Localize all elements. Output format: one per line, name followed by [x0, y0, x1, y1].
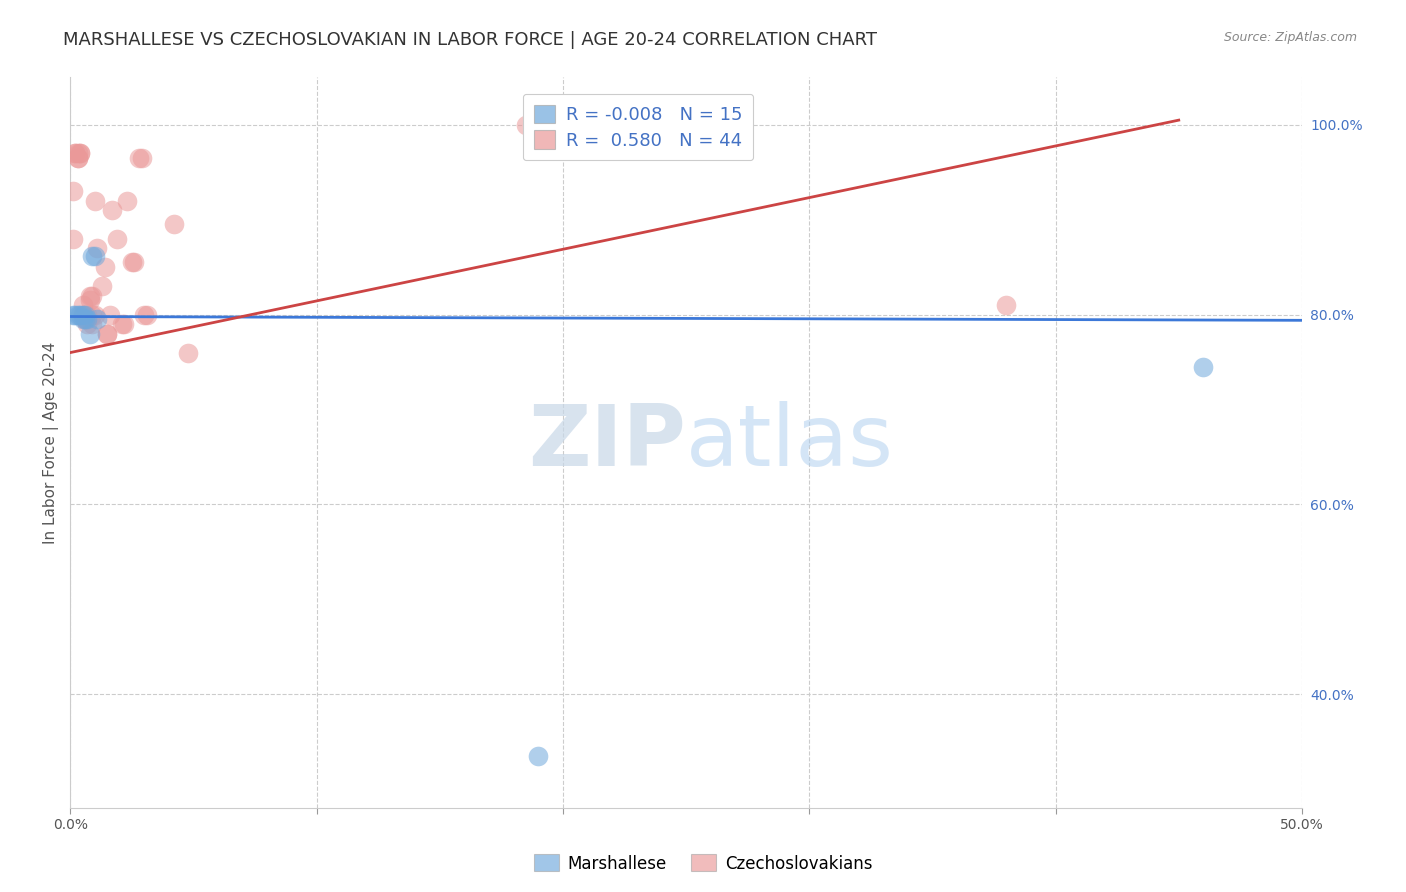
Point: [115, 194, 138, 208]
Point: [73, 308, 96, 322]
Point: [83, 194, 105, 208]
Point: [72, 298, 94, 312]
Point: [66, 151, 89, 165]
Point: [66, 308, 89, 322]
Legend: R = -0.008   N = 15, R =  0.580   N = 44: R = -0.008 N = 15, R = 0.580 N = 44: [523, 94, 754, 161]
Point: [82, 249, 104, 263]
Point: [93, 260, 115, 275]
Point: [62, 232, 84, 246]
Point: [163, 218, 186, 232]
Point: [69, 146, 91, 161]
Point: [111, 317, 134, 331]
Point: [79, 293, 101, 308]
Point: [121, 255, 143, 269]
Text: ZIP: ZIP: [529, 401, 686, 484]
Point: [79, 288, 101, 302]
Point: [515, 118, 537, 132]
Point: [177, 345, 200, 359]
Point: [66, 146, 89, 161]
Point: [76, 312, 98, 326]
Point: [134, 308, 156, 322]
Point: [86, 241, 108, 255]
Point: [63, 308, 86, 322]
Point: [63, 146, 86, 161]
Text: atlas: atlas: [686, 401, 894, 484]
Point: [72, 312, 94, 326]
Point: [69, 308, 91, 322]
Point: [105, 232, 128, 246]
Point: [91, 279, 114, 293]
Point: [527, 748, 550, 763]
Point: [79, 326, 101, 341]
Point: [124, 255, 146, 269]
Point: [76, 317, 98, 331]
Point: [135, 308, 157, 322]
Point: [1192, 359, 1215, 374]
Point: [63, 146, 86, 161]
Point: [62, 308, 84, 322]
Point: [83, 308, 105, 322]
Point: [73, 312, 96, 326]
Point: [96, 326, 118, 341]
Point: [101, 203, 124, 218]
Point: [72, 308, 94, 322]
Point: [86, 312, 108, 326]
Y-axis label: In Labor Force | Age 20-24: In Labor Force | Age 20-24: [44, 342, 59, 544]
Legend: Marshallese, Czechoslovakians: Marshallese, Czechoslovakians: [527, 847, 879, 880]
Point: [995, 298, 1018, 312]
Point: [72, 308, 94, 322]
Text: MARSHALLESE VS CZECHOSLOVAKIAN IN LABOR FORCE | AGE 20-24 CORRELATION CHART: MARSHALLESE VS CZECHOSLOVAKIAN IN LABOR …: [63, 31, 877, 49]
Point: [66, 151, 89, 165]
Point: [82, 308, 104, 322]
Point: [98, 308, 121, 322]
Point: [62, 184, 84, 198]
Point: [72, 308, 94, 322]
Point: [112, 317, 135, 331]
Point: [96, 326, 118, 341]
Point: [131, 151, 153, 165]
Point: [82, 288, 104, 302]
Point: [73, 312, 96, 326]
Point: [83, 249, 105, 263]
Point: [69, 146, 91, 161]
Point: [82, 317, 104, 331]
Point: [76, 308, 98, 322]
Point: [73, 312, 96, 326]
Text: Source: ZipAtlas.com: Source: ZipAtlas.com: [1223, 31, 1357, 45]
Point: [128, 151, 150, 165]
